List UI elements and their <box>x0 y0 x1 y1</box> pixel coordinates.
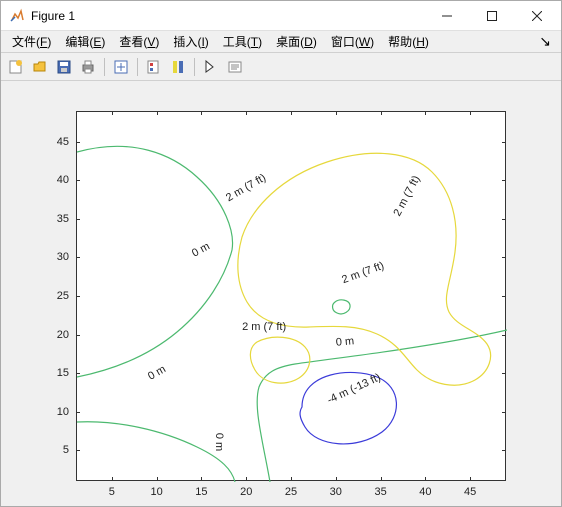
contour-label: 0 m <box>213 433 225 451</box>
close-button[interactable] <box>514 1 559 30</box>
toolbar-separator <box>194 58 195 76</box>
ytick-label: 5 <box>39 444 69 456</box>
xtick-label: 40 <box>419 486 431 498</box>
contour-label: 0 m <box>335 335 354 349</box>
ytick-label: 15 <box>39 367 69 379</box>
xtick-label: 25 <box>285 486 297 498</box>
menu-edit[interactable]: 编辑(E) <box>58 31 112 52</box>
contour-plot <box>77 112 507 482</box>
toolbar-separator <box>104 58 105 76</box>
contour-line-0 <box>257 330 507 482</box>
figure-canvas[interactable]: 5 10 15 20 25 30 35 40 45 5 10 15 20 25 30 35 40 45 2 m (… <box>1 81 561 506</box>
matlab-icon <box>9 8 25 24</box>
xtick-label: 5 <box>109 486 115 498</box>
xtick-label: 35 <box>374 486 386 498</box>
insert-text-button[interactable] <box>224 56 246 78</box>
ytick-label: 25 <box>39 290 69 302</box>
ytick-label: 10 <box>39 406 69 418</box>
open-button[interactable] <box>29 56 51 78</box>
figure-window: Figure 1 文件(F) 编辑(E) 查看(V) 插入(I) 工具(T) 桌… <box>0 0 562 507</box>
contour-line-0 <box>77 422 235 482</box>
colorbar-button[interactable] <box>167 56 189 78</box>
minimize-button[interactable] <box>424 1 469 30</box>
menu-tools[interactable]: 工具(T) <box>216 31 269 52</box>
xtick-label: 15 <box>195 486 207 498</box>
menu-help[interactable]: 帮助(H) <box>381 31 436 52</box>
link-button[interactable] <box>110 56 132 78</box>
toolbar <box>1 53 561 81</box>
print-button[interactable] <box>77 56 99 78</box>
ytick-label: 20 <box>39 329 69 341</box>
xtick-label: 45 <box>464 486 476 498</box>
ytick-label: 35 <box>39 213 69 225</box>
save-button[interactable] <box>53 56 75 78</box>
data-cursor-button[interactable] <box>143 56 165 78</box>
toolbar-separator <box>137 58 138 76</box>
contour-line-0 <box>77 146 233 377</box>
xtick-label: 20 <box>240 486 252 498</box>
maximize-button[interactable] <box>469 1 514 30</box>
contour-line-0 <box>333 300 351 314</box>
dock-button[interactable]: ↘ <box>533 33 557 50</box>
xtick-label: 30 <box>330 486 342 498</box>
new-figure-button[interactable] <box>5 56 27 78</box>
menu-view[interactable]: 查看(V) <box>112 31 166 52</box>
menu-desktop[interactable]: 桌面(D) <box>269 31 324 52</box>
menu-insert[interactable]: 插入(I) <box>166 31 215 52</box>
ytick-label: 45 <box>39 136 69 148</box>
contour-line-neg4 <box>300 372 396 443</box>
axes[interactable] <box>76 111 506 481</box>
xtick-label: 10 <box>151 486 163 498</box>
menu-window[interactable]: 窗口(W) <box>324 31 381 52</box>
menu-file[interactable]: 文件(F) <box>5 31 58 52</box>
window-title: Figure 1 <box>31 9 424 23</box>
title-bar[interactable]: Figure 1 <box>1 1 561 31</box>
edit-plot-button[interactable] <box>200 56 222 78</box>
ytick-label: 40 <box>39 174 69 186</box>
menu-bar: 文件(F) 编辑(E) 查看(V) 插入(I) 工具(T) 桌面(D) 窗口(W… <box>1 31 561 53</box>
contour-label: 2 m (7 ft) <box>242 321 286 333</box>
contour-line-2 <box>250 337 309 383</box>
ytick-label: 30 <box>39 251 69 263</box>
